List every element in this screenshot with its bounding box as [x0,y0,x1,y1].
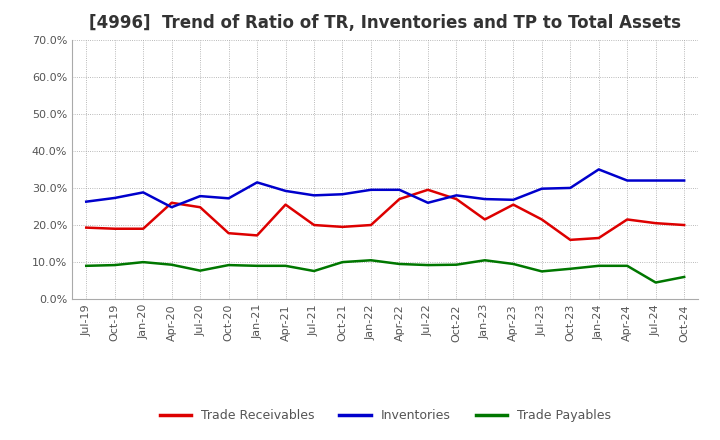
Legend: Trade Receivables, Inventories, Trade Payables: Trade Receivables, Inventories, Trade Pa… [155,404,616,427]
Title: [4996]  Trend of Ratio of TR, Inventories and TP to Total Assets: [4996] Trend of Ratio of TR, Inventories… [89,15,681,33]
